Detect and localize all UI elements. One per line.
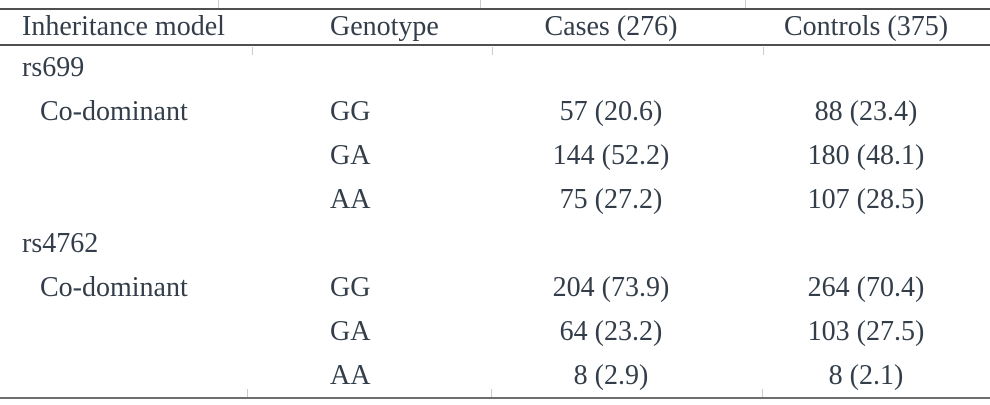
cell-border-artifact [492, 47, 493, 55]
table-bottom-rule [0, 397, 990, 399]
cases-cell: 57 (20.6) [559, 96, 663, 127]
controls-cell: 180 (48.1) [807, 140, 925, 171]
cell-border-artifact [252, 47, 253, 55]
controls-cell: 103 (27.5) [807, 316, 925, 347]
cell-border-artifact [218, 0, 219, 8]
cases-cell: 144 (52.2) [552, 140, 670, 171]
genotype-cell: GG [330, 96, 371, 127]
genotype-cell: AA [330, 360, 371, 391]
table-row: AA 75 (27.2) 107 (28.5) [0, 178, 990, 222]
table-row: GA 64 (23.2) 103 (27.5) [0, 310, 990, 354]
genotype-cell: GA [330, 140, 371, 171]
cell-border-artifact [247, 389, 248, 397]
cases-cell: 64 (23.2) [559, 316, 663, 347]
cases-cell: 204 (73.9) [552, 272, 670, 303]
header-bottom-rule [0, 44, 990, 46]
cases-cell: 8 (2.9) [573, 360, 649, 391]
inheritance-model-cell: Co-dominant [40, 96, 188, 127]
cases-cell: 75 (27.2) [559, 184, 663, 215]
controls-cell: 88 (23.4) [814, 96, 918, 127]
controls-cell: 264 (70.4) [807, 272, 925, 303]
snp-label: rs4762 [22, 228, 99, 259]
cell-border-artifact [763, 47, 764, 55]
controls-cell: 107 (28.5) [807, 184, 925, 215]
snp-label: rs699 [22, 52, 85, 83]
table-row: AA 8 (2.9) 8 (2.1) [0, 354, 990, 398]
table-body: rs699 Co-dominant GG 57 (20.6) 88 (23.4)… [0, 46, 990, 398]
genotype-cell: GG [330, 272, 371, 303]
header-cell-inheritance-model: Inheritance model [22, 10, 225, 42]
cell-border-artifact [491, 389, 492, 397]
group-row-rs4762: rs4762 [0, 222, 990, 266]
inheritance-model-cell: Co-dominant [40, 272, 188, 303]
genotype-cell: AA [330, 184, 371, 215]
table-header-row: Inheritance model Genotype Cases (276) C… [0, 10, 990, 43]
header-cell-controls: Controls (375) [783, 10, 949, 42]
cell-border-artifact [745, 0, 746, 8]
cell-border-artifact [480, 0, 481, 8]
table-top-rule [0, 8, 990, 10]
cell-border-artifact [762, 389, 763, 397]
table-row: Co-dominant GG 57 (20.6) 88 (23.4) [0, 90, 990, 134]
header-cell-cases: Cases (276) [544, 10, 678, 42]
genotype-cell: GA [330, 316, 371, 347]
group-row-rs699: rs699 [0, 46, 990, 90]
header-cell-genotype: Genotype [330, 10, 439, 42]
table-row: GA 144 (52.2) 180 (48.1) [0, 134, 990, 178]
controls-cell: 8 (2.1) [828, 360, 904, 391]
table-row: Co-dominant GG 204 (73.9) 264 (70.4) [0, 266, 990, 310]
